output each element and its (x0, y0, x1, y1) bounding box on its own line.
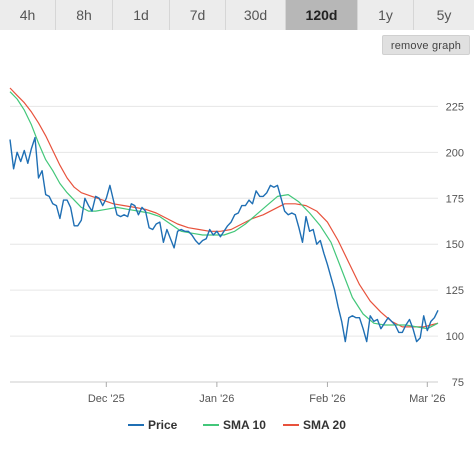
x-tick-label: Jan '26 (199, 393, 234, 405)
series-line-sma-20 (9, 87, 439, 328)
y-tick-label: 175 (446, 193, 464, 205)
legend-label: SMA 10 (223, 418, 266, 432)
legend-label: SMA 20 (303, 418, 346, 432)
y-tick-label: 125 (446, 285, 464, 297)
series-line-price (9, 136, 439, 343)
y-tick-label: 200 (446, 147, 464, 159)
series-line-sma-10 (9, 91, 439, 330)
tab-7d[interactable]: 7d (170, 0, 226, 30)
tab-1d[interactable]: 1d (113, 0, 170, 30)
tab-120d[interactable]: 120d (286, 0, 358, 30)
price-chart: 75 100 125 150 175 200 225 Dec '25 Jan '26 Feb '2… (9, 87, 464, 432)
tab-30d[interactable]: 30d (226, 0, 286, 30)
tab-1y[interactable]: 1y (358, 0, 414, 30)
x-tick-label: Feb '26 (309, 393, 345, 405)
y-tick-label: 150 (446, 239, 464, 251)
x-tick-label: Dec '25 (88, 393, 125, 405)
legend-label: Price (148, 418, 178, 432)
y-tick-label: 225 (446, 101, 464, 113)
y-tick-label: 100 (446, 331, 464, 343)
tab-5y[interactable]: 5y (414, 0, 474, 30)
tab-4h[interactable]: 4h (0, 0, 56, 30)
timeframe-tabs: 4h 8h 1d 7d 30d 120d 1y 5y (0, 0, 474, 30)
x-tick-label: Mar '26 (409, 393, 445, 405)
remove-graph-button[interactable]: remove graph (382, 35, 470, 55)
tab-8h[interactable]: 8h (56, 0, 113, 30)
y-tick-label: 75 (452, 377, 464, 389)
